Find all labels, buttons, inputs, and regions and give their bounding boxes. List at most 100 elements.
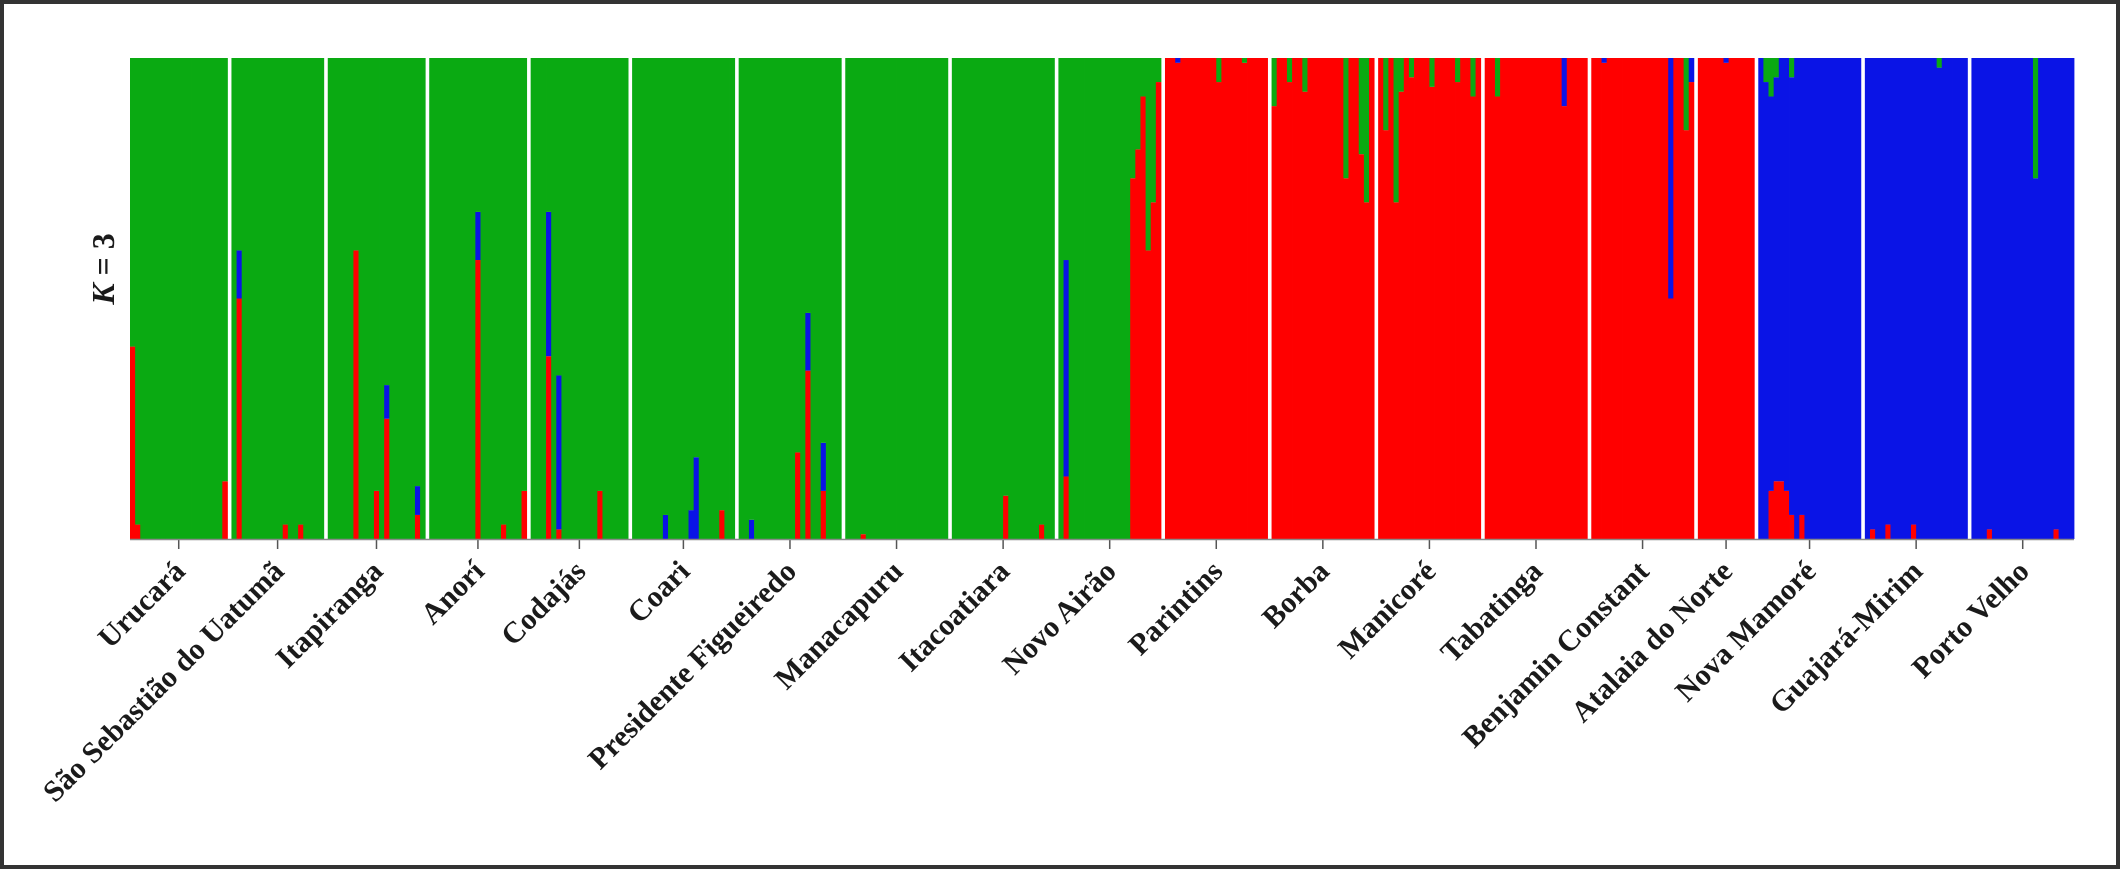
population-label: Codajás bbox=[495, 555, 593, 653]
bar-segment bbox=[1718, 58, 1724, 539]
bar-segment bbox=[977, 58, 984, 539]
bar-segment bbox=[566, 58, 573, 539]
bar-segment bbox=[470, 58, 476, 539]
bar-segment bbox=[1358, 154, 1365, 539]
bar-segment bbox=[581, 58, 588, 539]
population-block bbox=[1591, 58, 1695, 540]
bar-segment bbox=[1642, 58, 1649, 539]
bar-segment bbox=[1591, 58, 1597, 539]
bar-segment bbox=[1063, 260, 1070, 477]
bar-segment bbox=[688, 58, 695, 511]
bar-segment bbox=[1840, 58, 1846, 539]
bar-segment bbox=[236, 298, 243, 539]
bar-segment bbox=[546, 356, 552, 539]
bar-segment bbox=[789, 58, 796, 539]
bar-segment bbox=[1814, 58, 1821, 539]
bar-segment bbox=[1063, 476, 1070, 539]
bar-segment bbox=[561, 58, 567, 539]
bar-segment bbox=[1398, 58, 1405, 92]
bar-segment bbox=[1073, 58, 1080, 539]
bar-segment bbox=[1688, 58, 1695, 83]
bar-segment bbox=[2043, 58, 2049, 539]
bar-segment bbox=[769, 58, 775, 539]
bar-segment bbox=[911, 58, 918, 539]
bar-segment bbox=[1302, 58, 1308, 92]
bar-segment bbox=[1241, 62, 1248, 540]
bar-segment bbox=[222, 58, 228, 482]
bar-segment bbox=[181, 58, 187, 539]
bar-segment bbox=[145, 58, 151, 539]
bar-segment bbox=[724, 58, 730, 539]
bar-segment bbox=[1869, 529, 1876, 539]
bar-segment bbox=[1911, 524, 1917, 539]
bar-segment bbox=[1125, 58, 1131, 539]
bar-segment bbox=[1763, 58, 1769, 83]
bar-segment bbox=[1312, 58, 1319, 539]
bar-segment bbox=[2022, 58, 2029, 539]
bar-segment bbox=[262, 58, 268, 539]
bar-segment bbox=[2058, 58, 2065, 539]
bar-segment bbox=[891, 58, 897, 539]
bar-segment bbox=[540, 58, 547, 539]
bar-segment bbox=[1738, 58, 1745, 539]
bar-segment bbox=[932, 58, 938, 539]
bar-segment bbox=[1049, 58, 1055, 539]
population-label: Itapiranga bbox=[269, 555, 389, 675]
bar-segment bbox=[1247, 58, 1253, 539]
bar-segment bbox=[886, 58, 892, 539]
bar-segment bbox=[1885, 524, 1891, 539]
bar-segment bbox=[444, 58, 451, 539]
bar-segment bbox=[495, 58, 502, 539]
bar-segment bbox=[1525, 58, 1532, 539]
bar-segment bbox=[1419, 58, 1425, 539]
bar-segment bbox=[1322, 58, 1329, 539]
bar-segment bbox=[551, 58, 557, 539]
bar-segment bbox=[1632, 58, 1638, 539]
bar-segment bbox=[642, 58, 648, 539]
bar-segment bbox=[1673, 58, 1679, 539]
bar-segment bbox=[1855, 58, 1862, 539]
bar-segment bbox=[414, 486, 421, 515]
bar-segment bbox=[176, 58, 182, 539]
bar-segment bbox=[1190, 58, 1197, 539]
bar-segment bbox=[795, 452, 801, 539]
bar-segment bbox=[820, 490, 827, 539]
bar-segment bbox=[449, 58, 456, 539]
bar-segment bbox=[693, 457, 700, 539]
bar-segment bbox=[1028, 58, 1035, 539]
bar-segment bbox=[282, 58, 289, 525]
bar-segment bbox=[1226, 58, 1233, 539]
bar-segment bbox=[759, 58, 765, 539]
population-block bbox=[1971, 58, 2075, 539]
bar-segment bbox=[1890, 58, 1897, 539]
population-block bbox=[738, 58, 842, 539]
bar-segment bbox=[1353, 58, 1360, 539]
bar-segment bbox=[1976, 58, 1983, 539]
bar-segment bbox=[709, 58, 715, 539]
bar-segment bbox=[1530, 58, 1537, 539]
bar-segment bbox=[956, 58, 963, 539]
bar-segment bbox=[1697, 58, 1704, 539]
bar-segment bbox=[1393, 202, 1400, 540]
bar-segment bbox=[1068, 58, 1075, 539]
bar-segment bbox=[1164, 58, 1171, 539]
bar-segment bbox=[1398, 91, 1405, 540]
bar-segment bbox=[1986, 529, 1993, 539]
bar-segment bbox=[1119, 58, 1126, 539]
population-block bbox=[327, 58, 426, 539]
bar-segment bbox=[2032, 178, 2039, 539]
bar-segment bbox=[475, 58, 481, 212]
bar-segment bbox=[967, 58, 973, 539]
bar-segment bbox=[1611, 58, 1618, 539]
bar-segment bbox=[1773, 481, 1780, 539]
bar-segment bbox=[2063, 58, 2070, 539]
bar-segment bbox=[942, 58, 949, 539]
bars-layer bbox=[130, 58, 2075, 540]
bar-segment bbox=[1556, 58, 1563, 539]
bar-segment bbox=[429, 58, 435, 539]
bar-segment bbox=[2048, 58, 2054, 539]
population-block bbox=[1271, 58, 1375, 540]
bar-segment bbox=[805, 370, 811, 539]
bar-segment bbox=[1577, 58, 1583, 539]
bar-segment bbox=[358, 58, 365, 539]
